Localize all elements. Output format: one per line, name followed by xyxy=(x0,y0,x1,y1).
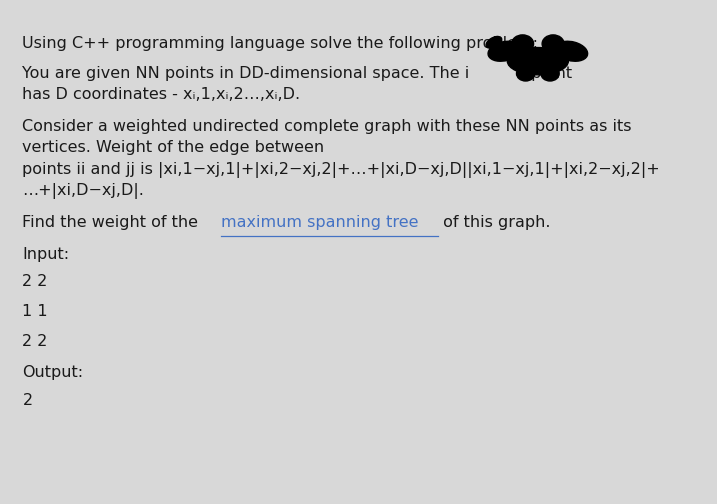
Text: has D coordinates - xᵢ,1,xᵢ,2…,xᵢ,D.: has D coordinates - xᵢ,1,xᵢ,2…,xᵢ,D. xyxy=(22,87,300,102)
Text: point: point xyxy=(526,66,573,81)
Text: 1 1: 1 1 xyxy=(22,304,48,319)
Ellipse shape xyxy=(555,41,588,61)
Text: 2 2: 2 2 xyxy=(22,334,48,349)
Ellipse shape xyxy=(508,47,569,75)
Text: 2: 2 xyxy=(22,393,32,408)
Text: Consider a weighted undirected complete graph with these NN points as its: Consider a weighted undirected complete … xyxy=(22,119,632,134)
Circle shape xyxy=(542,35,564,53)
Text: Output:: Output: xyxy=(22,365,84,380)
Text: …+|xi,D−xj,D|.: …+|xi,D−xj,D|. xyxy=(22,183,144,199)
Circle shape xyxy=(516,66,535,81)
Text: maximum spanning tree: maximum spanning tree xyxy=(222,215,419,230)
Text: Find the weight of the: Find the weight of the xyxy=(22,215,204,230)
Text: Using C++ programming language solve the following problem:: Using C++ programming language solve the… xyxy=(22,36,538,51)
Circle shape xyxy=(541,66,559,81)
Text: You are given NN points in DD-dimensional space. The i: You are given NN points in DD-dimensiona… xyxy=(22,66,470,81)
Text: 2 2: 2 2 xyxy=(22,274,48,289)
Text: of this graph.: of this graph. xyxy=(438,215,551,230)
Text: vertices. Weight of the edge between: vertices. Weight of the edge between xyxy=(22,141,325,155)
Ellipse shape xyxy=(488,41,521,61)
Text: Input:: Input: xyxy=(22,247,70,262)
Text: th: th xyxy=(513,55,526,65)
Circle shape xyxy=(512,35,533,53)
Text: points ii and jj is |xi,1−xj,1|+|xi,2−xj,2|+…+|xi,D−xj,D||xi,1−xj,1|+|xi,2−xj,2|: points ii and jj is |xi,1−xj,1|+|xi,2−xj… xyxy=(22,162,660,178)
Ellipse shape xyxy=(486,36,502,48)
